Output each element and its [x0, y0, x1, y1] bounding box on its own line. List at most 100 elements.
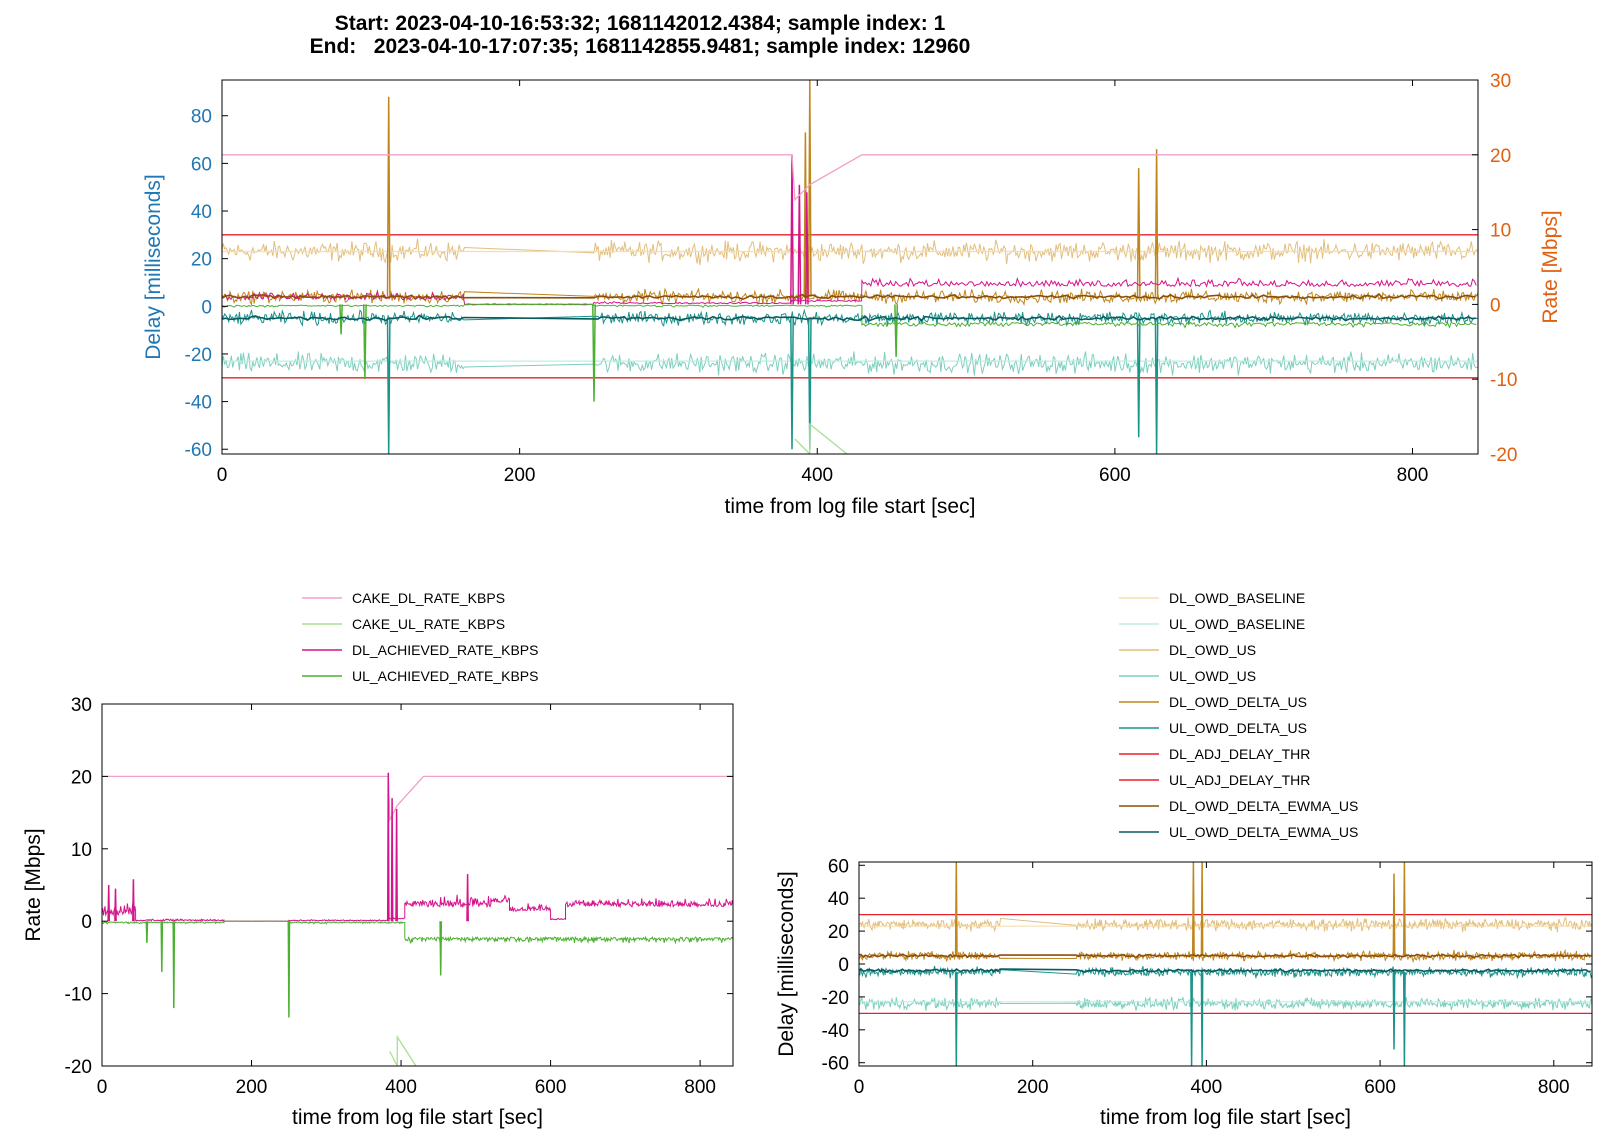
x-tick-label: 0: [97, 1077, 108, 1098]
plot-frame: [221, 79, 1479, 455]
series-dl-achieved-rate-kbps: [102, 894, 733, 922]
title-end: End: 2023-04-10-17:07:35; 1681142855.948…: [310, 35, 971, 58]
y-tick-label: -20: [822, 988, 849, 1009]
spike-ul-achieved-rate-kbps-3: [287, 921, 291, 1018]
x-tick-label: 400: [385, 1077, 417, 1098]
y-tick-label: -40: [822, 1021, 849, 1042]
spike-dl-achieved-rate-kbps-3: [107, 884, 111, 922]
series-cake-dl-rate-kbps: [102, 775, 733, 823]
spike-ul-achieved-rate-kbps-0: [339, 304, 343, 335]
y-tick-label: 20: [71, 767, 92, 788]
y-tick-label: 0: [838, 955, 849, 976]
spike-dl-achieved-rate-kbps-4: [114, 888, 117, 922]
x-axis-label: time from log file start [sec]: [725, 495, 976, 518]
y2-tick-label: 20: [1490, 146, 1511, 167]
x-tick-label: 400: [1191, 1077, 1223, 1098]
x-tick-label: 400: [801, 465, 833, 486]
spike-ul-owd-delta-us-1: [1190, 972, 1194, 1066]
spike-dl-achieved-rate-kbps-5: [132, 879, 135, 922]
spike-dl-achieved-rate-kbps-0: [386, 772, 390, 922]
legend-label: DL_OWD_DELTA_EWMA_US: [1169, 798, 1358, 814]
series-ul-owd-us: [222, 351, 1478, 376]
spike-dl-owd-delta-us-1: [1191, 862, 1195, 956]
series-ul-achieved-rate-kbps: [102, 920, 733, 945]
x-tick-label: 0: [217, 465, 228, 486]
y-axis-label: Delay [milliseconds]: [775, 871, 798, 1057]
legend-label: DL_OWD_BASELINE: [1169, 590, 1305, 606]
plot-frame: [858, 861, 1593, 1067]
y-tick-label: -20: [185, 345, 212, 366]
spike-ul-owd-delta-us-0: [386, 318, 391, 454]
legend-label: DL_ACHIEVED_RATE_KBPS: [352, 642, 538, 658]
legend-label: UL_OWD_DELTA_US: [1169, 720, 1307, 736]
spike-dl-achieved-rate-kbps-2: [804, 192, 809, 305]
y-tick-label: -40: [185, 393, 212, 414]
spike-ul-achieved-rate-kbps-3: [894, 304, 899, 357]
x-tick-label: 200: [236, 1077, 268, 1098]
y2-tick-label: 10: [1490, 221, 1511, 242]
spike-ul-owd-delta-us-3: [1392, 972, 1396, 1050]
series-ul-owd-delta-ewma-us: [222, 314, 1476, 322]
plot-area: [222, 80, 1478, 454]
spike-ul-achieved-rate-kbps-0: [145, 921, 149, 943]
x-tick-label: 200: [504, 465, 536, 486]
series-dl-achieved-rate-kbps: [222, 276, 1477, 305]
x-axis-label: time from log file start [sec]: [1100, 1106, 1351, 1129]
x-axis-label: time from log file start [sec]: [292, 1106, 543, 1129]
spike-dl-owd-delta-us-2: [1200, 862, 1204, 956]
spike-dl-owd-delta-us-4: [1154, 149, 1159, 297]
spike-dl-achieved-rate-kbps-1: [390, 798, 394, 922]
spike-ul-achieved-rate-kbps-2: [172, 921, 176, 1009]
spike-ul-owd-delta-us-4: [1402, 972, 1406, 1066]
title-start: Start: 2023-04-10-16:53:32; 1681142012.4…: [335, 12, 946, 35]
y-axis-label-right: Rate [Mbps]: [1539, 210, 1562, 323]
series-ul-achieved-rate-kbps: [222, 303, 1477, 329]
y2-tick-label: -10: [1490, 370, 1517, 391]
series-cake-ul-rate-kbps: [389, 1034, 417, 1066]
spike-dl-owd-delta-us-0: [954, 862, 958, 956]
y-tick-label: 0: [201, 297, 212, 318]
x-tick-label: 600: [535, 1077, 567, 1098]
x-tick-label: 800: [1538, 1077, 1570, 1098]
legend-label: UL_ACHIEVED_RATE_KBPS: [352, 668, 538, 684]
series-dl-owd-delta-ewma-us: [222, 292, 1476, 301]
series-ul-owd-delta-us: [859, 965, 1592, 980]
legend-label: UL_OWD_DELTA_EWMA_US: [1169, 824, 1358, 840]
spike-ul-owd-delta-us-4: [1154, 318, 1159, 454]
spike-dl-owd-delta-us-4: [1402, 862, 1406, 956]
series-dl-owd-us: [859, 916, 1592, 933]
y-tick-label: 60: [191, 154, 212, 175]
spike-ul-owd-delta-us-3: [1136, 318, 1141, 438]
x-tick-label: 200: [1017, 1077, 1049, 1098]
y2-tick-label: -20: [1490, 445, 1517, 466]
legend-label: DL_OWD_US: [1169, 642, 1256, 658]
y-tick-label: 10: [71, 840, 92, 861]
y-tick-label: 80: [191, 107, 212, 128]
spike-dl-owd-delta-us-0: [386, 96, 391, 297]
combined-delay-rate-chart: 0 200 400 600 800806040200-20-40-603020100-1…: [142, 71, 1562, 518]
y-tick-label: -10: [65, 985, 92, 1006]
y-tick-label: 40: [191, 202, 212, 223]
legend-label: UL_OWD_US: [1169, 668, 1256, 684]
y-tick-label: -20: [65, 1057, 92, 1078]
legend-label: DL_OWD_DELTA_US: [1169, 694, 1307, 710]
spike-ul-achieved-rate-kbps-1: [160, 921, 164, 972]
y-tick-label: -60: [822, 1054, 849, 1075]
spike-dl-achieved-rate-kbps-2: [395, 808, 398, 922]
y2-tick-label: 0: [1490, 295, 1501, 316]
plot-frame: [101, 703, 734, 1067]
spike-ul-achieved-rate-kbps-2: [592, 304, 596, 402]
spike-ul-achieved-rate-kbps-1: [362, 304, 367, 380]
spike-ul-owd-delta-us-0: [954, 972, 958, 1066]
series-ul-owd-delta-ewma-us: [859, 967, 1591, 974]
spike-dl-owd-delta-us-3: [1392, 873, 1396, 956]
series-ul-owd-us: [859, 996, 1592, 1012]
spike-dl-owd-delta-us-3: [1136, 168, 1141, 297]
x-tick-label: 600: [1099, 465, 1131, 486]
spike-dl-owd-delta-us-2: [807, 80, 812, 297]
y-tick-label: 0: [81, 912, 92, 933]
y2-tick-label: 30: [1490, 71, 1511, 92]
series-dl-owd-us: [222, 238, 1478, 266]
